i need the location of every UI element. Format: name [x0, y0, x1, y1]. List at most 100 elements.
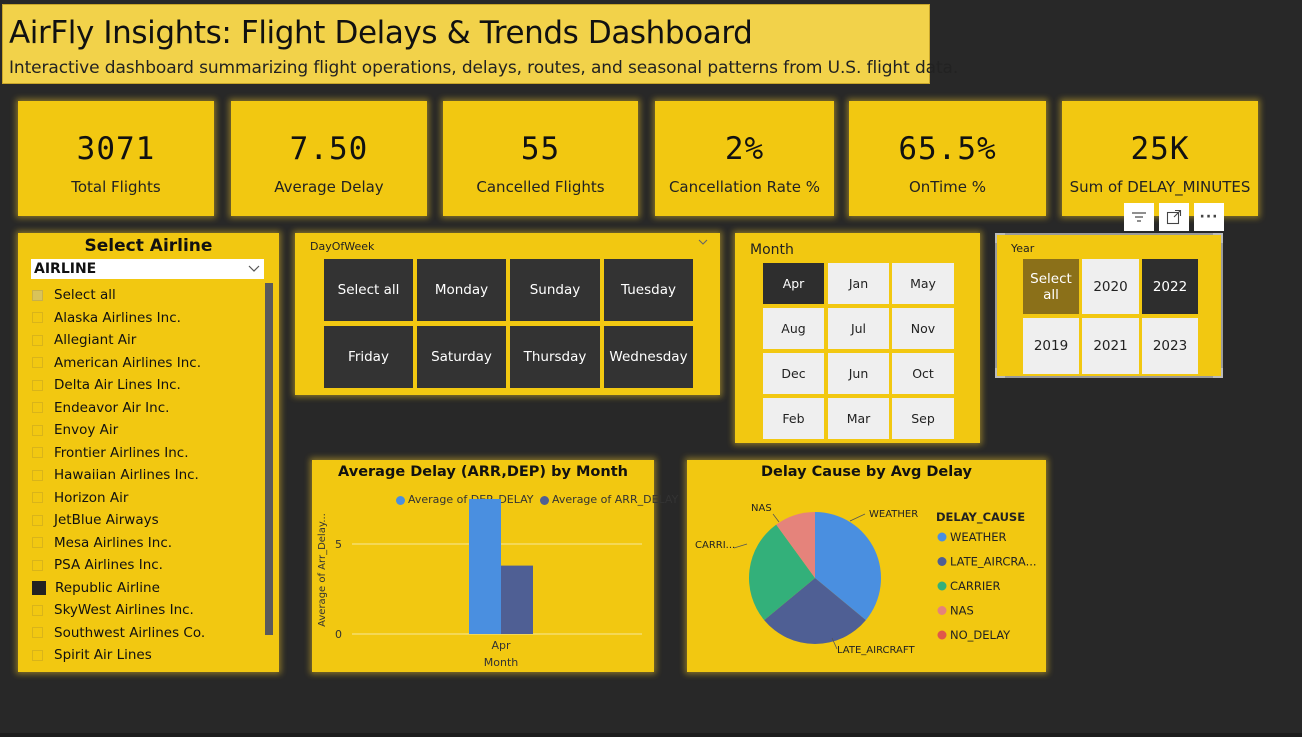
checkbox[interactable]: [32, 514, 43, 526]
month-button-dec[interactable]: Dec: [763, 353, 824, 394]
airline-option[interactable]: Alaska Airlines Inc.: [32, 307, 205, 330]
resize-handle[interactable]: [995, 233, 1005, 243]
dow-button-wednesday[interactable]: Wednesday: [604, 326, 693, 388]
dow-button-tuesday[interactable]: Tuesday: [604, 259, 693, 321]
checkbox[interactable]: [32, 492, 43, 504]
airline-option[interactable]: Republic Airline: [32, 577, 205, 600]
dow-button-monday[interactable]: Monday: [417, 259, 506, 321]
kpi-sum-delay-minutes[interactable]: 25K Sum of DELAY_MINUTES: [1062, 101, 1258, 216]
kpi-cancelled-flights[interactable]: 55 Cancelled Flights: [443, 101, 638, 216]
airline-option-label: Frontier Airlines Inc.: [54, 444, 189, 461]
airline-option[interactable]: Hawaiian Airlines Inc.: [32, 464, 205, 487]
airline-option[interactable]: Allegiant Air: [32, 329, 205, 352]
year-button-2021[interactable]: 2021: [1082, 318, 1139, 374]
airline-slicer: Select Airline AIRLINE Select all Alaska …: [18, 233, 279, 672]
dow-button-select-all[interactable]: Select all: [324, 259, 413, 321]
kpi-label: OnTime %: [908, 178, 987, 196]
year-button-2022[interactable]: 2022: [1142, 259, 1198, 314]
airline-option[interactable]: Spirit Air Lines: [32, 644, 205, 667]
checkbox[interactable]: [32, 604, 43, 616]
airline-option[interactable]: Endeavor Air Inc.: [32, 397, 205, 420]
checkbox[interactable]: [32, 559, 43, 571]
bar-average-of-dep-delay: [469, 499, 501, 634]
airline-option[interactable]: Horizon Air: [32, 487, 205, 510]
year-button-2020[interactable]: 2020: [1082, 259, 1139, 314]
checkbox[interactable]: [32, 379, 43, 391]
airline-option[interactable]: American Airlines Inc.: [32, 352, 205, 375]
month-button-jul[interactable]: Jul: [828, 308, 889, 349]
airline-option[interactable]: PSA Airlines Inc.: [32, 554, 205, 577]
checkbox[interactable]: [32, 537, 43, 549]
avg-delay-by-month-chart[interactable]: Average Delay (ARR,DEP) by Month Average…: [312, 460, 678, 672]
dow-button-friday[interactable]: Friday: [324, 326, 413, 388]
chevron-down-icon[interactable]: [248, 259, 260, 285]
chevron-down-icon[interactable]: [698, 237, 708, 250]
year-button-2023[interactable]: 2023: [1142, 318, 1198, 374]
dow-button-thursday[interactable]: Thursday: [510, 326, 600, 388]
month-button-nov[interactable]: Nov: [892, 308, 954, 349]
kpi-ontime[interactable]: 65.5% OnTime %: [849, 101, 1046, 216]
checkbox[interactable]: [32, 447, 43, 459]
airline-option[interactable]: SkyWest Airlines Inc.: [32, 599, 205, 622]
airline-option-label: Horizon Air: [54, 489, 129, 506]
kpi-average-delay[interactable]: 7.50 Average Delay: [231, 101, 427, 216]
airline-option-label: SkyWest Airlines Inc.: [54, 602, 194, 619]
page-tabs-bar: [0, 733, 1302, 737]
dow-button-saturday[interactable]: Saturday: [417, 326, 506, 388]
checkbox[interactable]: [32, 312, 43, 324]
airline-option[interactable]: Mesa Airlines Inc.: [32, 532, 205, 555]
year-slicer-label: Year: [1011, 242, 1035, 255]
month-button-sep[interactable]: Sep: [892, 398, 954, 439]
delay-cause-pie-chart[interactable]: Delay Cause by Avg Delay WEATHER LATE_AIR…: [687, 460, 1046, 672]
checkbox[interactable]: [32, 357, 43, 369]
month-button-jan[interactable]: Jan: [828, 263, 889, 304]
checkbox[interactable]: [32, 469, 43, 481]
more-options-icon[interactable]: ···: [1194, 203, 1224, 231]
kpi-value: 7.50: [289, 131, 369, 167]
dow-button-sunday[interactable]: Sunday: [510, 259, 600, 321]
month-button-oct[interactable]: Oct: [892, 353, 954, 394]
resize-handle[interactable]: [1213, 233, 1223, 243]
airline-field-dropdown[interactable]: AIRLINE: [31, 259, 264, 279]
airline-option[interactable]: Delta Air Lines Inc.: [32, 374, 205, 397]
leader-line: [849, 513, 866, 522]
legend-marker: [937, 630, 947, 640]
checkbox[interactable]: [32, 649, 43, 661]
checkbox[interactable]: [32, 402, 43, 414]
kpi-total-flights[interactable]: 3071 Total Flights: [18, 101, 214, 216]
filter-icon[interactable]: [1124, 203, 1154, 231]
checkbox[interactable]: [32, 334, 43, 346]
airline-list-scrollbar[interactable]: [265, 283, 273, 635]
pie-data-label: CARRI...: [695, 540, 735, 551]
resize-handle[interactable]: [995, 368, 1005, 378]
airline-option[interactable]: Envoy Air: [32, 419, 205, 442]
checkbox[interactable]: [32, 424, 43, 436]
checkbox[interactable]: [32, 289, 43, 301]
checkbox[interactable]: [32, 580, 46, 595]
month-button-may[interactable]: May: [892, 263, 954, 304]
month-button-mar[interactable]: Mar: [828, 398, 889, 439]
airline-option[interactable]: Select all: [32, 284, 205, 307]
airline-option[interactable]: Southwest Airlines Co.: [32, 622, 205, 645]
month-button-apr[interactable]: Apr: [763, 263, 824, 304]
legend-marker: [937, 606, 947, 615]
y-tick-label: 0: [335, 628, 342, 641]
pie-data-label: NAS: [751, 503, 772, 514]
airline-list: Select all Alaska Airlines Inc. Allegiant …: [32, 284, 205, 667]
leader-line: [733, 543, 748, 549]
airline-option[interactable]: Frontier Airlines Inc.: [32, 442, 205, 465]
year-button-select-all[interactable]: Select all: [1023, 259, 1079, 314]
month-button-feb[interactable]: Feb: [763, 398, 824, 439]
airline-option-label: Allegiant Air: [54, 332, 137, 349]
focus-mode-icon[interactable]: [1159, 203, 1189, 231]
checkbox[interactable]: [32, 627, 43, 639]
month-button-aug[interactable]: Aug: [763, 308, 824, 349]
kpi-value: 25K: [1130, 131, 1190, 167]
resize-handle[interactable]: [1213, 368, 1223, 378]
year-button-2019[interactable]: 2019: [1023, 318, 1079, 374]
month-button-jun[interactable]: Jun: [828, 353, 889, 394]
kpi-cancellation-rate[interactable]: 2% Cancellation Rate %: [655, 101, 834, 216]
legend-label: CARRIER: [950, 579, 1001, 593]
airline-option[interactable]: JetBlue Airways: [32, 509, 205, 532]
kpi-label: Sum of DELAY_MINUTES: [1069, 178, 1251, 196]
